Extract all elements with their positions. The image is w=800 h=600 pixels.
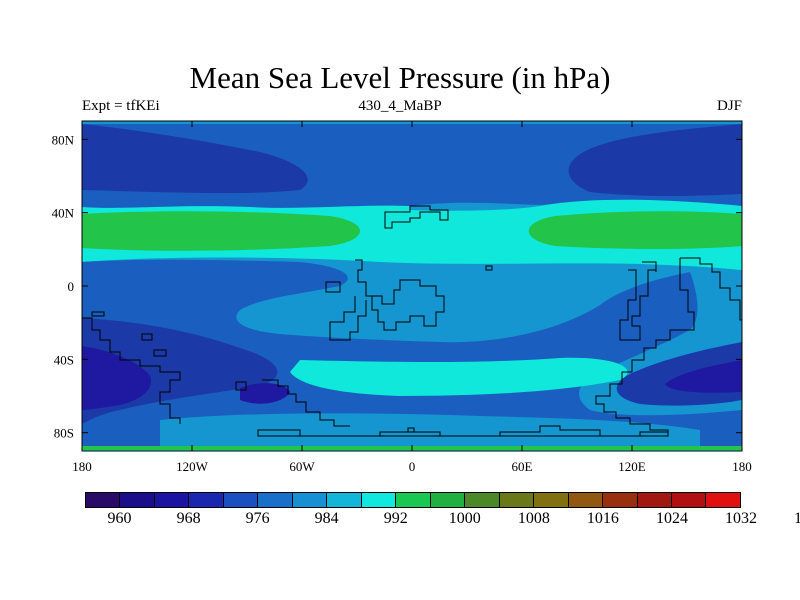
colorbar-swatch bbox=[154, 493, 190, 507]
x-tick-label: 120W bbox=[176, 459, 209, 474]
y-tick-label: 0 bbox=[68, 279, 75, 294]
colorbar-swatch bbox=[465, 493, 500, 507]
pressure-field bbox=[82, 121, 742, 451]
colorbar-label: 1024 bbox=[655, 510, 688, 527]
colorbar-label: 992 bbox=[383, 510, 408, 527]
x-tick-label: 60W bbox=[289, 459, 315, 474]
colorbar-label: 1016 bbox=[586, 510, 619, 527]
colorbar-swatch bbox=[223, 493, 259, 507]
colorbar-swatch bbox=[671, 493, 707, 507]
x-tick-label: 60E bbox=[512, 459, 533, 474]
x-tick-label: 120E bbox=[618, 459, 646, 474]
x-tick-label: 180 bbox=[72, 459, 92, 474]
colorbar-label: 960 bbox=[107, 510, 132, 527]
season-label: DJF bbox=[716, 98, 742, 114]
colorbar-label: 1040 bbox=[794, 510, 800, 527]
y-tick-label: 80N bbox=[52, 132, 75, 147]
colorbar-swatch bbox=[706, 493, 740, 507]
colorbar-swatch bbox=[327, 493, 362, 507]
colorbar-label: 976 bbox=[245, 510, 270, 527]
y-tick-label: 40S bbox=[54, 352, 74, 367]
x-tick-label: 0 bbox=[409, 459, 416, 474]
y-tick-label: 80S bbox=[54, 426, 74, 441]
x-tick-label: 180 bbox=[732, 459, 752, 474]
colorbar-swatch bbox=[292, 493, 328, 507]
colorbar-swatch bbox=[258, 493, 293, 507]
colorbar-swatch bbox=[189, 493, 224, 507]
colorbar-swatch bbox=[603, 493, 638, 507]
chart-title: Mean Sea Level Pressure (in hPa) bbox=[189, 60, 611, 95]
x-axis: 180 120W 60W 0 60E 120E 180 bbox=[72, 121, 752, 474]
colorbar-swatch bbox=[361, 493, 397, 507]
colorbar bbox=[85, 492, 741, 508]
run-label: 430_4_MaBP bbox=[358, 98, 442, 114]
coastlines bbox=[82, 205, 742, 437]
colorbar-label: 984 bbox=[314, 510, 339, 527]
colorbar-label: 1000 bbox=[448, 510, 481, 527]
colorbar-label: 1008 bbox=[517, 510, 550, 527]
colorbar-swatch bbox=[568, 493, 604, 507]
colorbar-swatch bbox=[430, 493, 466, 507]
colorbar-swatch bbox=[86, 493, 121, 507]
y-axis: 80N 40N 0 40S 80S bbox=[52, 132, 742, 441]
experiment-label: Expt = tfKEi bbox=[82, 98, 160, 114]
colorbar-label: 1032 bbox=[725, 510, 757, 527]
y-tick-label: 40N bbox=[52, 206, 75, 221]
colorbar-swatch bbox=[396, 493, 431, 507]
colorbar-swatch bbox=[499, 493, 535, 507]
colorbar-swatch bbox=[120, 493, 155, 507]
colorbar-swatch bbox=[637, 493, 672, 507]
colorbar-label: 968 bbox=[176, 510, 201, 527]
colorbar-swatch bbox=[534, 493, 569, 507]
